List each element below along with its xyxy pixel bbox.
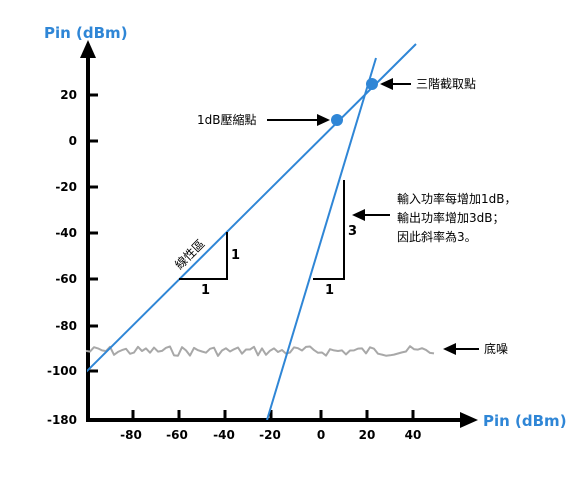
x-axis-title: Pin (dBm) xyxy=(483,412,567,430)
y-tick-label: -40 xyxy=(55,226,77,240)
y-axis-arrow xyxy=(80,40,96,58)
x-tick-label: -20 xyxy=(259,428,281,442)
compression-point-marker xyxy=(331,114,343,126)
x-tick-label: 20 xyxy=(359,428,376,442)
fundamental-line xyxy=(87,43,417,373)
triangle-2-vertical-label: 3 xyxy=(348,224,357,239)
x-axis-arrow xyxy=(460,412,478,428)
triangle-2-horizontal-label: 1 xyxy=(325,283,334,298)
slope-note-arrow-head xyxy=(352,209,365,221)
slope-note-line-1: 輸入功率每增加1dB， xyxy=(397,191,517,206)
x-tick-label: -60 xyxy=(166,428,188,442)
x-ticks xyxy=(131,410,415,420)
y-tick-label: -80 xyxy=(55,319,77,333)
x-tick-label: -40 xyxy=(213,428,235,442)
y-tick-label: -60 xyxy=(55,272,77,286)
slope-note-line-2: 輸出功率增加3dB； xyxy=(397,210,505,225)
y-axis-title: Pin (dBm) xyxy=(44,24,128,42)
y-tick-label: 20 xyxy=(60,88,77,102)
compression-point-label: 1dB壓縮點 xyxy=(197,112,257,127)
x-tick-label: 0 xyxy=(317,428,325,442)
slope-triangle-3 xyxy=(313,180,345,280)
y-tick-label: 0 xyxy=(69,134,77,148)
intercept-point-marker xyxy=(366,78,378,90)
y-tick-label: -20 xyxy=(55,180,77,194)
slope-triangle-1 xyxy=(179,232,228,280)
slope-note-line-3: 因此斜率為3。 xyxy=(397,229,477,244)
y-tick-label: -180 xyxy=(47,413,77,427)
y-tick-label: -100 xyxy=(47,364,77,378)
noise-floor-label: 底噪 xyxy=(484,341,508,356)
x-tick-label: -80 xyxy=(120,428,142,442)
x-tick-label: 40 xyxy=(405,428,422,442)
triangle-1-vertical-label: 1 xyxy=(231,248,240,263)
noise-arrow-head xyxy=(443,343,456,355)
triangle-1-horizontal-label: 1 xyxy=(201,283,210,298)
compression-arrow-head xyxy=(317,114,330,126)
y-ticks xyxy=(88,93,98,373)
third-order-line xyxy=(266,57,377,420)
noise-floor-line xyxy=(85,345,435,357)
linear-region-label: 線性區 xyxy=(172,236,208,272)
intercept-point-label: 三階截取點 xyxy=(416,76,476,91)
intercept-arrow-head xyxy=(380,78,393,90)
